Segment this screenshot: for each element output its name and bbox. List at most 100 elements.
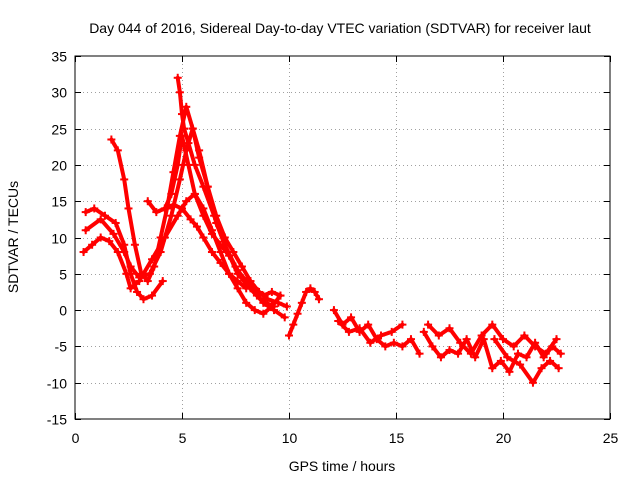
- data-point: [310, 287, 319, 296]
- data-point: [445, 324, 454, 333]
- data-point: [471, 353, 480, 362]
- data-point: [237, 262, 246, 271]
- data-point: [210, 211, 219, 220]
- data-point: [488, 320, 497, 329]
- x-tick-label: 15: [389, 430, 405, 446]
- data-point: [109, 229, 118, 238]
- y-tick-label: -10: [47, 376, 67, 392]
- data-point: [436, 353, 445, 362]
- data-point: [445, 346, 454, 355]
- data-point: [428, 342, 437, 351]
- data-point: [133, 287, 142, 296]
- data-point: [207, 229, 216, 238]
- series-trace-8: [285, 284, 323, 340]
- data-point: [387, 327, 396, 336]
- data-point: [233, 277, 242, 286]
- data-point: [143, 277, 152, 286]
- data-point: [195, 153, 204, 162]
- data-point: [242, 298, 251, 307]
- data-point: [96, 233, 105, 242]
- data-point: [314, 295, 323, 304]
- data-point: [334, 316, 343, 325]
- data-point: [329, 306, 338, 315]
- data-point: [167, 211, 176, 220]
- data-point: [126, 284, 135, 293]
- data-point: [130, 240, 139, 249]
- data-point: [220, 240, 229, 249]
- data-point: [124, 204, 133, 213]
- data-point: [434, 331, 443, 340]
- x-tick-label: 25: [603, 430, 619, 446]
- data-point: [126, 262, 135, 271]
- data-point: [302, 287, 311, 296]
- data-point: [505, 367, 514, 376]
- data-point: [81, 226, 90, 235]
- data-point: [488, 364, 497, 373]
- data-point: [105, 237, 114, 246]
- data-point: [178, 204, 186, 213]
- data-point: [552, 335, 561, 344]
- data-point: [143, 197, 152, 206]
- data-point: [490, 335, 499, 344]
- data-point: [96, 215, 105, 224]
- data-point: [169, 200, 178, 209]
- data-point: [496, 356, 505, 365]
- x-axis-label: GPS time / hours: [289, 458, 396, 474]
- data-point: [398, 320, 407, 329]
- data-point: [175, 175, 184, 184]
- data-point: [297, 298, 306, 307]
- data-point: [377, 331, 386, 340]
- data-point: [355, 324, 364, 333]
- data-point: [173, 160, 182, 169]
- data-point: [160, 204, 169, 213]
- x-tick-label: 20: [496, 430, 512, 446]
- data-point: [522, 353, 531, 362]
- data-layer: [79, 73, 565, 387]
- y-tick-label: 15: [51, 194, 67, 210]
- data-point: [180, 124, 189, 133]
- x-tick-label: 10: [282, 430, 298, 446]
- data-point: [520, 331, 529, 340]
- data-point: [462, 335, 471, 344]
- y-tick-label: 35: [51, 49, 67, 65]
- data-point: [306, 284, 315, 293]
- data-point: [389, 338, 398, 347]
- y-tick-label: -5: [55, 339, 68, 355]
- data-point: [199, 182, 208, 191]
- data-point: [531, 342, 540, 351]
- data-point: [366, 338, 375, 347]
- data-point: [259, 309, 268, 318]
- data-point: [190, 160, 199, 169]
- data-point: [175, 88, 184, 97]
- data-point: [289, 320, 298, 329]
- data-point: [466, 349, 475, 358]
- series-trace-7: [160, 200, 251, 293]
- data-point: [516, 360, 525, 369]
- series-trace-13: [490, 335, 563, 387]
- data-point: [199, 233, 208, 242]
- data-point: [259, 291, 268, 300]
- data-point: [120, 175, 129, 184]
- data-point: [81, 208, 90, 217]
- series-line: [145, 133, 283, 298]
- data-point: [282, 302, 291, 311]
- data-point: [216, 248, 225, 257]
- data-point: [537, 364, 546, 373]
- data-point: [415, 349, 424, 358]
- data-point: [178, 110, 186, 119]
- data-point: [406, 335, 415, 344]
- data-point: [186, 215, 195, 224]
- data-point: [207, 248, 216, 257]
- data-point: [199, 211, 208, 220]
- data-point: [250, 306, 259, 315]
- data-point: [509, 342, 518, 351]
- data-point: [419, 327, 428, 336]
- y-tick-label: 25: [51, 122, 67, 138]
- chart-title: Day 044 of 2016, Sidereal Day-to-day VTE…: [89, 20, 591, 36]
- y-tick-label: 10: [51, 231, 67, 247]
- data-point: [513, 349, 522, 358]
- x-tick-label: 0: [72, 430, 80, 446]
- data-point: [148, 291, 157, 300]
- data-point: [398, 342, 407, 351]
- data-point: [503, 353, 512, 362]
